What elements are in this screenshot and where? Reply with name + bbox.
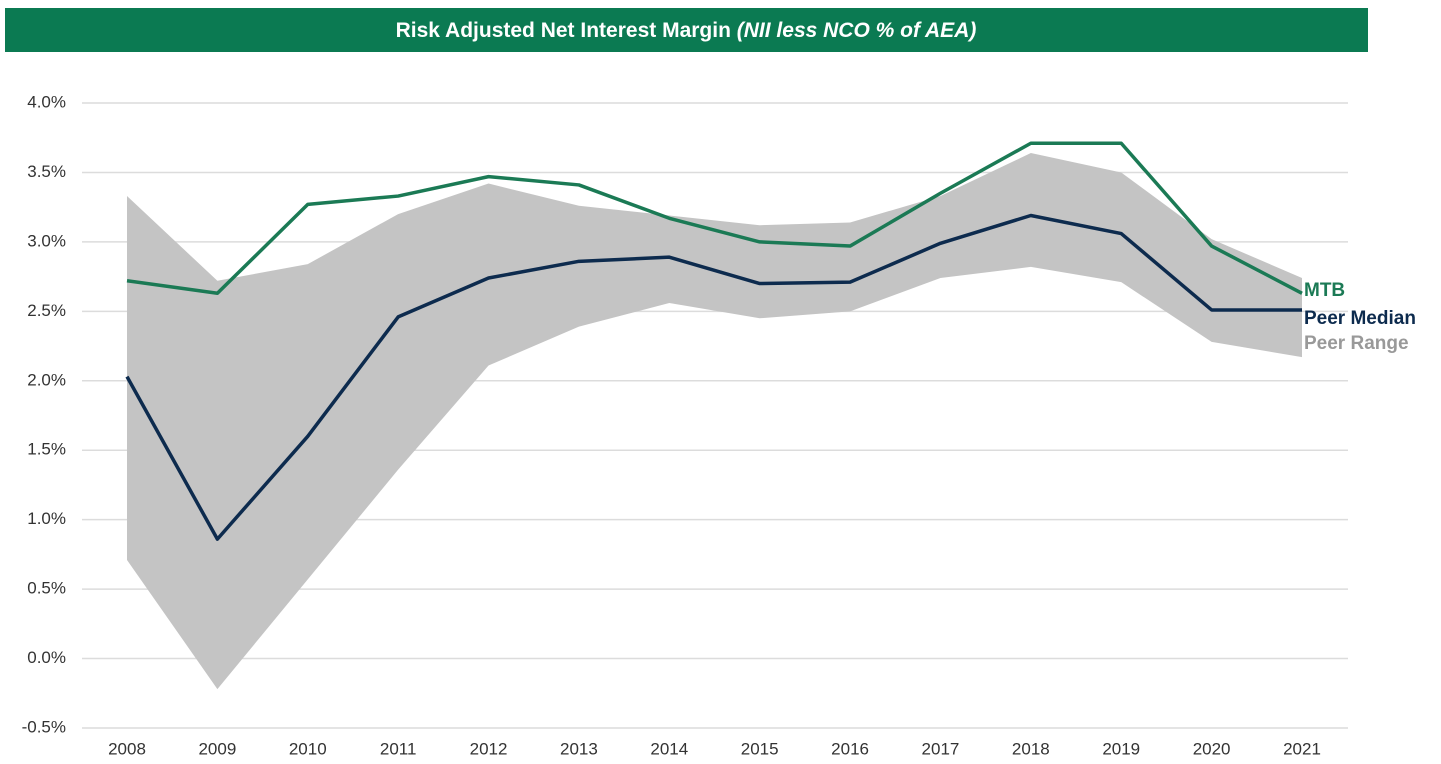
y-tick-label: 0.0%	[27, 648, 66, 667]
x-tick-label: 2019	[1102, 739, 1140, 758]
x-tick-label: 2008	[108, 739, 146, 758]
x-tick-label: 2010	[289, 739, 327, 758]
x-tick-label: 2009	[198, 739, 236, 758]
line	[126, 141, 1303, 296]
y-tick-label: 3.0%	[27, 231, 66, 250]
line	[125, 213, 1302, 541]
y-tick-label: 3.5%	[27, 162, 66, 181]
y-tick-label: 1.0%	[27, 509, 66, 528]
x-tick-label: 2013	[560, 739, 598, 758]
x-tick-label: 2011	[380, 739, 417, 758]
x-tick-label: 2020	[1193, 739, 1231, 758]
y-tick-label: 1.5%	[27, 440, 66, 459]
title-main: Risk Adjusted Net Interest Margin	[396, 19, 731, 42]
range-band	[127, 153, 1302, 690]
legend-label: Peer Median	[1304, 308, 1416, 329]
chart-title: Risk Adjusted Net Interest Margin (NII l…	[396, 19, 977, 42]
y-tick-label: 2.5%	[27, 301, 66, 320]
y-tick-label: -0.5%	[22, 717, 66, 736]
x-tick-label: 2016	[831, 739, 869, 758]
title-bar	[5, 8, 1368, 52]
x-tick-label: 2018	[1012, 739, 1050, 758]
x-tick-label: 2015	[741, 739, 779, 758]
title-subtitle: (NII less NCO % of AEA)	[737, 19, 977, 42]
y-tick-label: 2.0%	[27, 370, 66, 389]
y-tick-label: 0.5%	[27, 579, 66, 598]
x-tick-label: 2021	[1283, 739, 1321, 758]
legend-label: MTB	[1304, 280, 1345, 301]
x-tick-label: 2017	[922, 739, 960, 758]
x-tick-label: 2014	[650, 739, 688, 758]
x-tick-label: 2012	[470, 739, 508, 758]
y-tick-label: 4.0%	[27, 92, 66, 111]
legend-label: Peer Range	[1304, 333, 1409, 354]
